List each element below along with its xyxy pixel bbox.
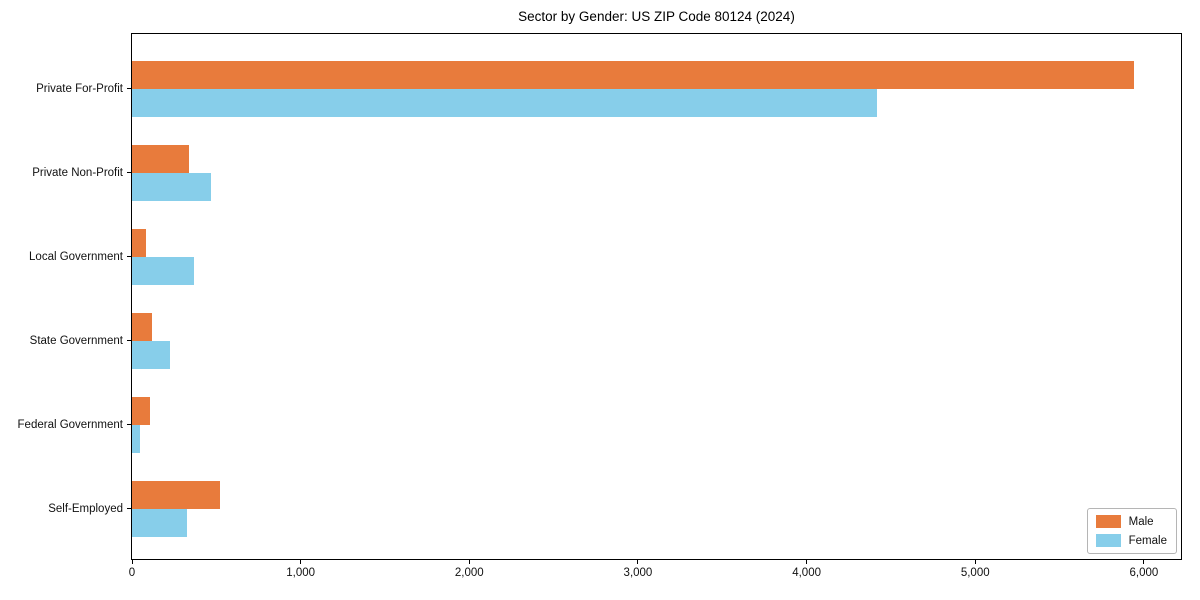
x-axis-tick [974,560,976,564]
y-axis-label-state-government: State Government [29,334,123,347]
x-axis-tick [468,560,470,564]
y-axis-label-private-non-profit: Private Non-Profit [32,166,123,179]
bar-female-state-government [132,340,170,369]
y-axis-tick [127,508,131,509]
legend-swatch-male [1095,515,1121,528]
bar-male-state-government [132,312,153,341]
y-axis-tick [127,424,131,425]
y-axis-tick [127,256,131,257]
bar-male-private-non-profit [132,144,190,173]
y-axis-tick [127,172,131,173]
x-axis-tick [300,560,302,564]
x-axis-tick-label: 0 [128,567,136,579]
legend-entry-male: Male [1095,515,1167,528]
x-axis-tick-label: 4,000 [792,567,821,579]
x-axis-tick-label: 3,000 [623,567,653,579]
y-axis-label-local-government: Local Government [29,250,123,263]
chart-title: Sector by Gender: US ZIP Code 80124 (202… [518,9,795,24]
x-axis-tick [637,560,639,564]
x-axis-tick-label: 2,000 [454,567,484,579]
y-axis-tick [127,88,131,89]
x-axis-tick-label: 5,000 [960,567,990,579]
y-axis-label-federal-government: Federal Government [17,418,123,431]
y-axis-label-private-for-profit: Private For-Profit [36,82,123,95]
x-axis-tick [1143,560,1145,564]
x-axis-tick-label: 1,000 [286,567,316,579]
bar-male-self-employed [132,480,220,509]
y-axis-label-self-employed: Self-Employed [48,502,123,515]
plot-area: Private For-Profit Private Non-Profit Loca… [18,33,1182,579]
legend-entry-female: Female [1095,534,1167,547]
x-axis-tick [806,560,808,564]
bar-male-federal-government [132,396,150,425]
y-axis-tick [127,340,131,341]
legend-swatch-female [1095,534,1121,547]
bar-female-self-employed [132,508,187,537]
bar-female-private-for-profit [132,88,878,117]
bar-female-private-non-profit [132,172,212,201]
x-axis-tick [131,560,133,564]
bar-male-private-for-profit [132,60,1134,89]
legend-label-male: Male [1128,515,1154,528]
bar-female-local-government [132,256,194,285]
bar-male-local-government [132,228,146,257]
legend-label-female: Female [1128,534,1167,547]
bar-female-federal-government [132,424,140,453]
x-axis-tick-label: 6,000 [1129,567,1159,579]
legend: Male Female [1086,508,1177,554]
